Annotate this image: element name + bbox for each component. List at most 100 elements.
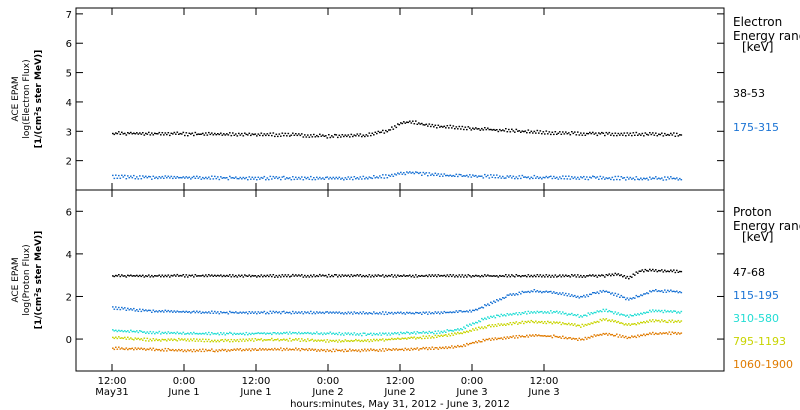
data-point <box>503 336 506 338</box>
data-point <box>398 275 401 277</box>
data-point <box>169 332 171 335</box>
data-point <box>226 274 228 277</box>
data-point <box>379 175 381 177</box>
data-point <box>616 321 618 324</box>
data-point <box>338 349 341 351</box>
data-point <box>271 333 273 336</box>
proton-data-points <box>112 268 683 353</box>
data-point <box>407 275 410 277</box>
data-point <box>241 178 243 180</box>
data-point <box>299 134 302 137</box>
data-point <box>280 135 282 137</box>
data-point <box>587 178 590 181</box>
data-point <box>344 332 347 334</box>
data-point <box>320 339 323 341</box>
data-point <box>680 291 683 294</box>
data-point <box>674 331 677 334</box>
data-point <box>232 177 234 179</box>
data-point <box>655 309 657 311</box>
data-point <box>221 134 224 136</box>
data-point <box>305 177 308 180</box>
data-point <box>637 178 639 180</box>
data-point <box>446 329 449 331</box>
data-point <box>380 334 383 336</box>
data-point <box>178 133 180 135</box>
data-point <box>395 312 398 315</box>
data-point <box>532 132 534 134</box>
data-point <box>139 274 141 277</box>
data-point <box>506 294 509 296</box>
data-point <box>170 175 173 178</box>
data-point <box>637 296 639 298</box>
data-point <box>569 276 572 278</box>
data-point <box>578 316 581 318</box>
data-point <box>281 132 284 134</box>
data-point <box>448 311 450 314</box>
data-point <box>640 134 642 136</box>
data-point <box>184 349 186 351</box>
data-point <box>424 124 426 126</box>
data-point <box>193 331 195 334</box>
data-point <box>374 312 377 315</box>
data-point <box>646 311 648 313</box>
data-point <box>428 335 431 337</box>
data-point <box>112 275 114 277</box>
data-point <box>371 340 374 342</box>
data-point <box>368 349 371 352</box>
data-point <box>544 133 546 135</box>
data-point <box>233 275 236 278</box>
data-point <box>503 130 506 132</box>
data-point <box>266 133 269 135</box>
data-point <box>119 348 122 350</box>
data-point <box>373 332 375 335</box>
data-point <box>395 174 398 176</box>
data-point <box>491 316 494 318</box>
data-point <box>364 275 366 278</box>
data-point <box>167 274 170 276</box>
data-point <box>196 275 198 277</box>
data-point <box>236 312 239 314</box>
data-point <box>179 349 182 352</box>
data-point <box>440 330 443 333</box>
data-point <box>430 332 432 334</box>
data-point <box>491 337 494 340</box>
data-point <box>475 127 477 129</box>
data-point <box>347 332 350 334</box>
data-point <box>670 310 672 312</box>
data-point <box>427 348 429 351</box>
data-point <box>382 174 384 176</box>
data-point <box>617 132 620 135</box>
data-point <box>359 311 362 313</box>
data-point <box>151 349 153 351</box>
data-point <box>251 338 254 340</box>
data-point <box>373 134 375 136</box>
data-point <box>445 331 447 333</box>
data-point <box>202 176 204 179</box>
data-point <box>361 348 363 351</box>
data-point <box>523 336 525 338</box>
data-point <box>272 274 275 276</box>
data-point <box>511 294 513 296</box>
data-point <box>676 333 678 335</box>
data-point <box>581 338 584 340</box>
data-point <box>193 338 195 340</box>
data-point <box>286 338 288 341</box>
data-point <box>493 325 495 328</box>
data-point <box>352 313 354 315</box>
data-point <box>419 348 422 350</box>
data-point <box>614 272 617 275</box>
data-point <box>616 178 618 181</box>
data-point <box>158 348 161 351</box>
data-point <box>451 345 453 347</box>
data-point <box>122 308 125 310</box>
data-point <box>499 298 501 300</box>
data-point <box>392 128 395 130</box>
data-point <box>272 132 275 134</box>
data-point <box>529 321 531 324</box>
data-point <box>236 177 239 180</box>
data-point <box>374 333 377 336</box>
data-point <box>635 176 638 178</box>
data-point <box>407 172 410 174</box>
data-point <box>551 336 554 339</box>
data-point <box>548 312 551 314</box>
